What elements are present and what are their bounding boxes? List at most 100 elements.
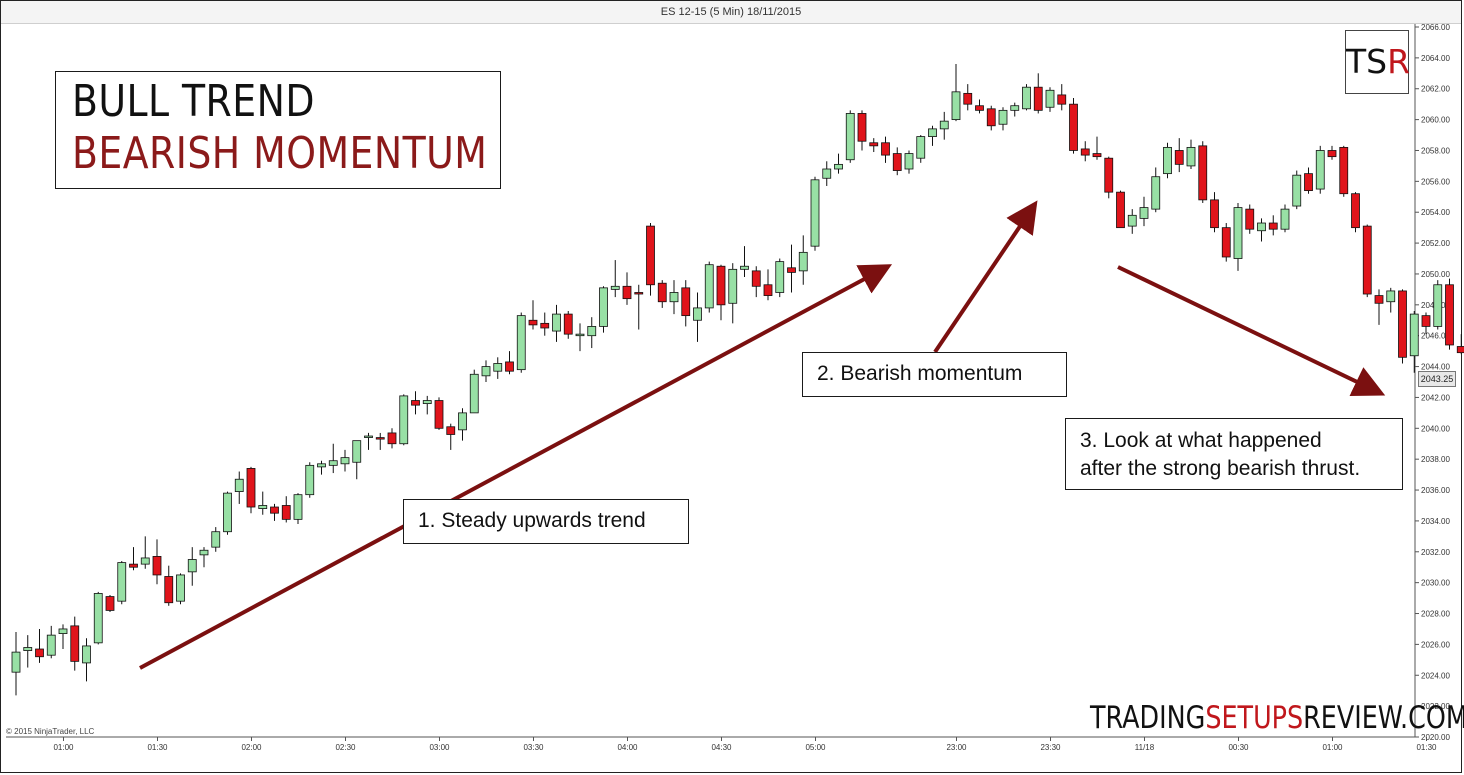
candle bbox=[1327, 145, 1337, 160]
candle bbox=[1033, 73, 1043, 114]
bear-candle-body bbox=[1421, 315, 1431, 327]
bear-candle-body bbox=[164, 576, 174, 604]
candles bbox=[11, 64, 1464, 696]
candle bbox=[622, 272, 632, 305]
candle bbox=[1104, 156, 1114, 199]
candle bbox=[787, 244, 796, 293]
bull-candle-body bbox=[1151, 176, 1161, 210]
candle bbox=[881, 136, 890, 163]
bear-candle-body bbox=[105, 596, 115, 611]
candle bbox=[422, 395, 432, 415]
bull-candle-body bbox=[117, 562, 127, 602]
bear-candle-body bbox=[1033, 86, 1043, 111]
bull-candle-body bbox=[46, 634, 56, 656]
candle bbox=[328, 443, 338, 474]
bull-candle-body bbox=[1257, 222, 1266, 232]
candle bbox=[152, 539, 162, 585]
bull-candle-body bbox=[258, 505, 268, 509]
bull-candle-body bbox=[293, 494, 303, 520]
bull-candle-body bbox=[798, 251, 808, 272]
bear-candle-body bbox=[716, 265, 726, 306]
candle bbox=[11, 632, 21, 696]
bull-candle-body bbox=[599, 287, 608, 327]
bull-candle-body bbox=[422, 400, 432, 405]
y-tick-label: 2064.00 bbox=[1421, 54, 1450, 63]
candle bbox=[1186, 139, 1196, 169]
arrow-bearish-momentum bbox=[933, 200, 1038, 354]
candle bbox=[1339, 145, 1349, 197]
bull-candle-body bbox=[822, 168, 832, 179]
bear-candle-body bbox=[657, 282, 667, 303]
annotation-look-at: 3. Look at what happened after the stron… bbox=[1065, 418, 1403, 490]
bear-candle-body bbox=[1362, 225, 1372, 295]
bull-candle-body bbox=[998, 109, 1008, 125]
candle bbox=[657, 280, 667, 308]
bear-candle-body bbox=[446, 426, 456, 435]
candle bbox=[258, 491, 268, 515]
candle bbox=[516, 312, 526, 373]
bull-candle-body bbox=[516, 315, 526, 371]
bear-candle-body bbox=[246, 468, 256, 508]
tsr-logo: TSR bbox=[1345, 30, 1411, 94]
title-bearish-momentum: BEARISH MOMENTUM bbox=[72, 128, 488, 179]
bull-candle-body bbox=[1186, 146, 1196, 167]
candle bbox=[223, 491, 232, 535]
candle bbox=[563, 311, 573, 339]
candle bbox=[70, 616, 80, 671]
bull-candle-body bbox=[1045, 89, 1055, 108]
candle bbox=[540, 312, 550, 336]
y-tick-label: 2020.00 bbox=[1421, 733, 1450, 742]
candle bbox=[1069, 98, 1078, 154]
bear-candle-body bbox=[505, 361, 514, 372]
annotation-bearish-momentum: 2. Bearish momentum bbox=[802, 352, 1067, 397]
logo-ts: TS bbox=[1346, 42, 1388, 81]
candle bbox=[140, 536, 150, 569]
bull-candle-body bbox=[810, 179, 820, 247]
bull-candle-body bbox=[1292, 174, 1302, 207]
y-tick-label: 2040.00 bbox=[1421, 424, 1450, 433]
y-axis: 2020.00 2022.00 2024.00 2026.00 2028.00 2030.… bbox=[6, 23, 1450, 742]
bull-candle-body bbox=[939, 120, 949, 130]
candle bbox=[575, 323, 585, 352]
y-tick-label: 2060.00 bbox=[1421, 116, 1450, 125]
candle bbox=[352, 440, 362, 480]
bear-candle-body bbox=[1210, 199, 1219, 229]
bull-candle-body bbox=[223, 492, 232, 533]
bull-candle-body bbox=[82, 645, 91, 664]
candle bbox=[246, 466, 256, 514]
bear-candle-body bbox=[1092, 153, 1102, 158]
candle bbox=[481, 360, 491, 382]
candle bbox=[281, 496, 291, 523]
bear-candle-body bbox=[963, 92, 973, 105]
bull-candle-body bbox=[1386, 290, 1396, 303]
candle bbox=[1245, 204, 1255, 234]
y-tick-label: 2024.00 bbox=[1421, 671, 1450, 680]
candle bbox=[1421, 312, 1431, 335]
candle bbox=[646, 223, 655, 296]
y-tick-label: 2042.00 bbox=[1421, 393, 1450, 402]
y-tick-label: 2032.00 bbox=[1421, 548, 1450, 557]
y-tick-label: 2034.00 bbox=[1421, 517, 1450, 526]
bear-candle-body bbox=[1221, 227, 1231, 258]
bull-candle-body bbox=[1022, 86, 1031, 110]
bull-candle-body bbox=[834, 163, 843, 170]
candle bbox=[669, 280, 679, 315]
title-bull-trend: BULL TREND bbox=[72, 76, 315, 127]
logo-r: R bbox=[1387, 42, 1411, 81]
bear-candle-body bbox=[411, 400, 420, 406]
bull-candle-body bbox=[11, 651, 21, 673]
y-tick-label: 2054.00 bbox=[1421, 208, 1450, 217]
candle bbox=[728, 263, 738, 324]
candle bbox=[1151, 167, 1161, 213]
candle bbox=[270, 503, 279, 521]
bull-candle-body bbox=[1127, 214, 1137, 227]
candle bbox=[399, 394, 409, 446]
bull-candle-body bbox=[234, 478, 244, 492]
candle bbox=[775, 258, 785, 298]
window-title: ES 12-15 (5 Min) 18/11/2015 bbox=[660, 6, 802, 18]
bull-candle-body bbox=[1409, 313, 1419, 357]
candle bbox=[1362, 224, 1372, 298]
bull-candle-body bbox=[916, 136, 926, 159]
bear-candle-body bbox=[1069, 103, 1078, 151]
